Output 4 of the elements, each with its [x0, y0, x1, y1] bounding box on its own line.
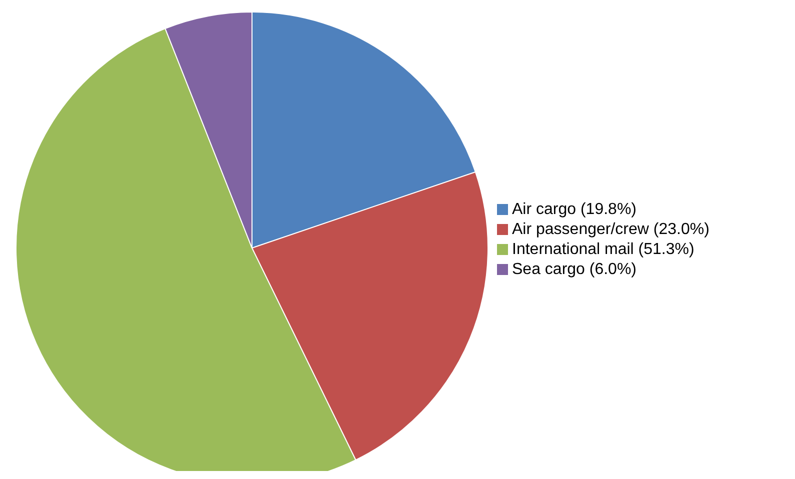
- legend-label: Sea cargo (6.0%): [512, 260, 637, 278]
- legend-label: International mail (51.3%): [512, 240, 694, 258]
- legend-label: Air cargo (19.8%): [512, 200, 636, 218]
- legend-label: Air passenger/crew (23.0%): [512, 220, 710, 238]
